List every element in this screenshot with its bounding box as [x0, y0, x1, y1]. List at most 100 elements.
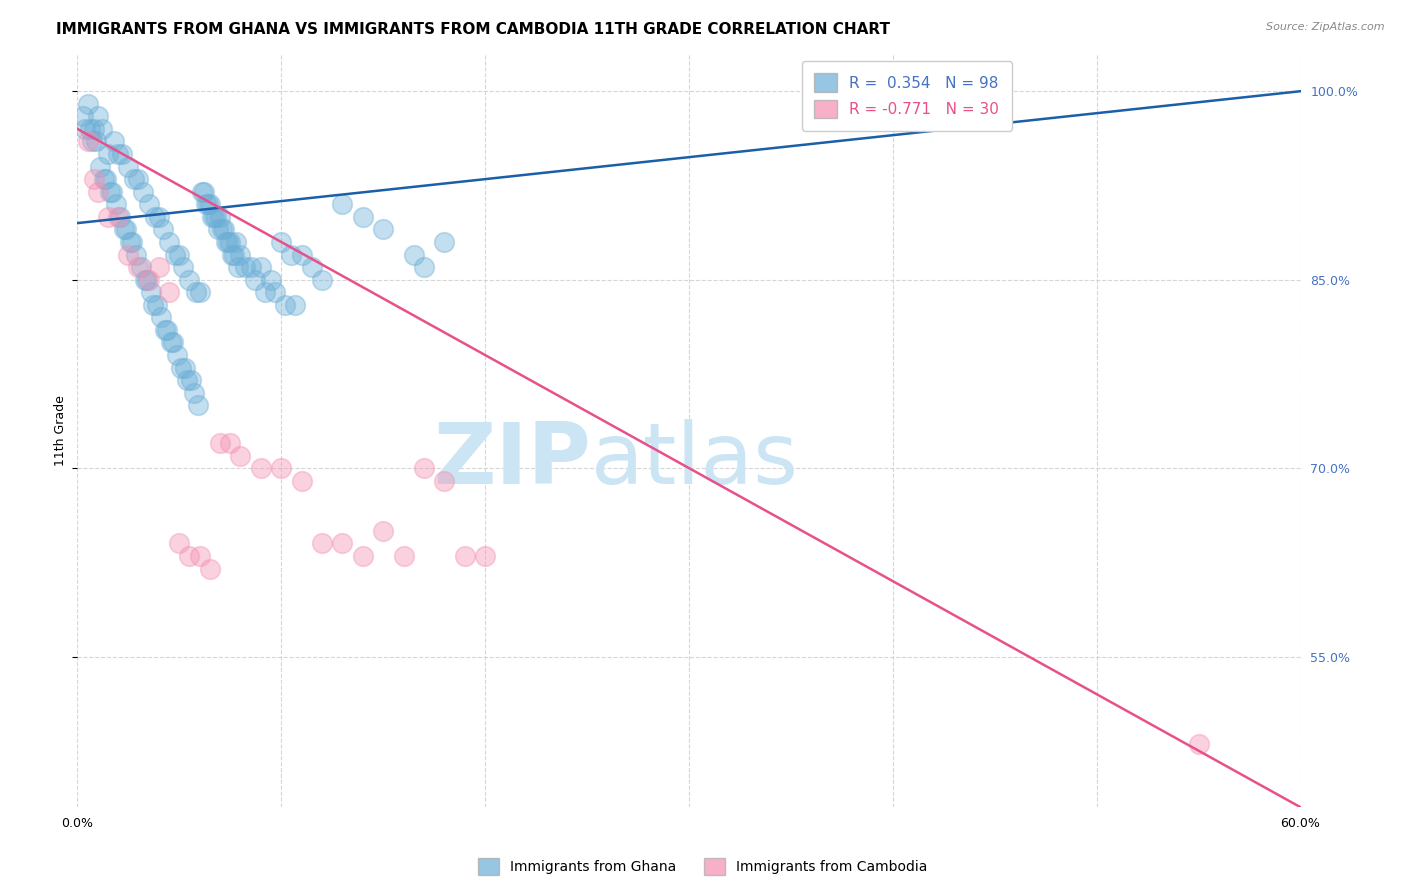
Point: [284, 298, 307, 312]
Point: [274, 298, 297, 312]
Point: [142, 298, 165, 312]
Point: [179, 273, 201, 287]
Point: [215, 235, 238, 249]
Point: [125, 247, 148, 261]
Point: [219, 235, 242, 249]
Point: [209, 210, 232, 224]
Point: [124, 172, 146, 186]
Point: [253, 285, 276, 300]
Point: [239, 260, 262, 274]
Point: [97, 210, 120, 224]
Point: [221, 247, 243, 261]
Point: [76, 96, 98, 111]
Point: [371, 222, 394, 236]
Text: ZIP: ZIP: [433, 419, 591, 502]
Point: [79, 122, 101, 136]
Point: [217, 235, 239, 249]
Point: [183, 385, 205, 400]
Point: [311, 273, 333, 287]
Point: [229, 449, 252, 463]
Point: [332, 197, 354, 211]
Point: [103, 135, 125, 149]
Point: [135, 273, 157, 287]
Point: [188, 549, 211, 563]
Point: [115, 222, 138, 236]
Point: [165, 247, 187, 261]
Point: [184, 285, 207, 300]
Point: [212, 222, 235, 236]
Point: [156, 323, 179, 337]
Point: [160, 335, 183, 350]
Legend: Immigrants from Ghana, Immigrants from Cambodia: Immigrants from Ghana, Immigrants from C…: [472, 853, 934, 880]
Point: [190, 185, 212, 199]
Point: [207, 222, 229, 236]
Point: [176, 373, 198, 387]
Point: [98, 185, 121, 199]
Point: [148, 210, 170, 224]
Point: [107, 147, 129, 161]
Point: [197, 197, 219, 211]
Point: [128, 260, 150, 274]
Point: [194, 197, 217, 211]
Point: [260, 273, 283, 287]
Point: [229, 247, 252, 261]
Point: [311, 536, 333, 550]
Point: [149, 310, 172, 325]
Point: [233, 260, 256, 274]
Point: [94, 172, 117, 186]
Point: [187, 398, 209, 412]
Point: [75, 122, 97, 136]
Point: [117, 160, 139, 174]
Point: [193, 185, 215, 199]
Point: [413, 461, 436, 475]
Point: [166, 348, 188, 362]
Point: [169, 247, 191, 261]
Point: [80, 135, 103, 149]
Point: [101, 185, 124, 199]
Point: [107, 210, 129, 224]
Point: [250, 260, 273, 274]
Point: [120, 235, 142, 249]
Point: [301, 260, 323, 274]
Point: [211, 222, 233, 236]
Point: [157, 235, 180, 249]
Point: [83, 172, 105, 186]
Point: [76, 135, 98, 149]
Point: [1188, 738, 1211, 752]
Point: [105, 197, 128, 211]
Legend: R =  0.354   N = 98, R = -0.771   N = 30: R = 0.354 N = 98, R = -0.771 N = 30: [801, 62, 1011, 130]
Point: [219, 436, 242, 450]
Point: [291, 247, 314, 261]
Point: [162, 335, 184, 350]
Point: [146, 298, 169, 312]
Point: [243, 273, 266, 287]
Point: [169, 536, 191, 550]
Point: [153, 323, 176, 337]
Point: [128, 172, 150, 186]
Point: [89, 160, 111, 174]
Point: [433, 474, 456, 488]
Point: [280, 247, 302, 261]
Point: [198, 197, 221, 211]
Point: [180, 373, 202, 387]
Point: [129, 260, 152, 274]
Point: [188, 285, 211, 300]
Point: [143, 210, 166, 224]
Point: [402, 247, 425, 261]
Point: [111, 147, 134, 161]
Point: [228, 260, 250, 274]
Point: [87, 109, 110, 123]
Point: [179, 549, 201, 563]
Point: [291, 474, 314, 488]
Point: [157, 285, 180, 300]
Point: [152, 222, 174, 236]
Point: [131, 185, 153, 199]
Point: [112, 222, 135, 236]
Point: [90, 122, 112, 136]
Point: [224, 247, 246, 261]
Point: [138, 197, 160, 211]
Point: [148, 260, 170, 274]
Point: [474, 549, 496, 563]
Point: [352, 549, 374, 563]
Point: [454, 549, 477, 563]
